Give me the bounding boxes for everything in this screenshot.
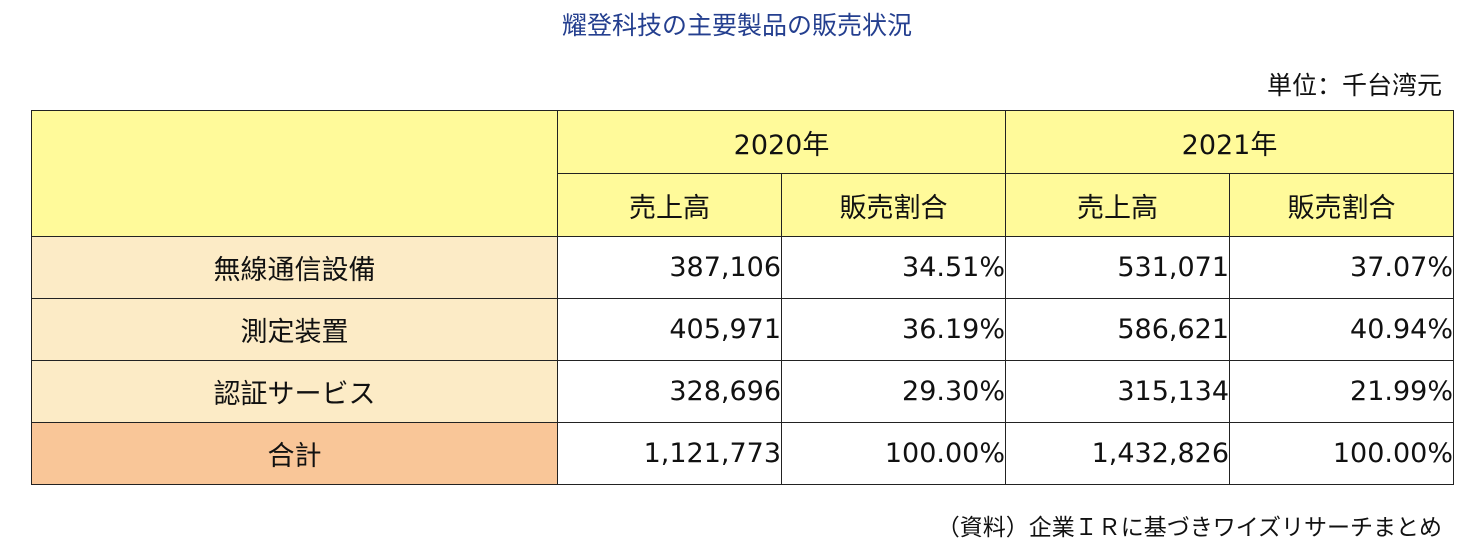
unit-label: 単位：千台湾元 — [1266, 71, 1442, 100]
year-header-2020: 2020年 — [557, 110, 1006, 174]
table-row: 無線通信設備 387,106 34.51% 531,071 37.07% — [31, 236, 1454, 299]
year-header-2021: 2021年 — [1005, 110, 1454, 174]
header-row-years: 2020年 2021年 — [31, 110, 1454, 237]
sales-table: 2020年 2021年 売上高 販売割合 売上高 販売割合 無線通信設備 387… — [31, 110, 1454, 485]
source-note: （資料）企業ＩＲに基づきワイズリサーチまとめ — [936, 515, 1442, 541]
table-row: 認証サービス 328,696 29.30% 315,134 21.99% — [31, 360, 1454, 423]
cell-sales-2020: 328,696 — [557, 360, 782, 423]
total-sales-2021: 1,432,826 — [1005, 422, 1230, 485]
cell-sales-2020: 405,971 — [557, 298, 782, 361]
row-label: 認証サービス — [31, 360, 558, 423]
subheader-share-2021: 販売割合 — [1229, 173, 1454, 237]
total-share-2020: 100.00% — [781, 422, 1006, 485]
cell-share-2021: 40.94% — [1229, 298, 1454, 361]
total-sales-2020: 1,121,773 — [557, 422, 782, 485]
row-label: 無線通信設備 — [31, 236, 558, 299]
total-row: 合計 1,121,773 100.00% 1,432,826 100.00% — [31, 422, 1454, 485]
cell-share-2020: 29.30% — [781, 360, 1006, 423]
cell-share-2020: 36.19% — [781, 298, 1006, 361]
chart-title: 耀登科技の主要製品の販売状況 — [561, 11, 912, 40]
cell-sales-2021: 531,071 — [1005, 236, 1230, 299]
subheader-sales-2020: 売上高 — [557, 173, 782, 237]
total-share-2021: 100.00% — [1229, 422, 1454, 485]
table-row: 測定装置 405,971 36.19% 586,621 40.94% — [31, 298, 1454, 361]
subheader-share-2020: 販売割合 — [781, 173, 1006, 237]
corner-header-cell — [31, 110, 558, 237]
cell-sales-2021: 315,134 — [1005, 360, 1230, 423]
cell-sales-2021: 586,621 — [1005, 298, 1230, 361]
total-label: 合計 — [31, 422, 558, 485]
cell-share-2020: 34.51% — [781, 236, 1006, 299]
subheader-sales-2021: 売上高 — [1005, 173, 1230, 237]
header-row-metrics: 売上高 販売割合 売上高 販売割合 — [32, 173, 1454, 237]
cell-share-2021: 37.07% — [1229, 236, 1454, 299]
cell-sales-2020: 387,106 — [557, 236, 782, 299]
cell-share-2021: 21.99% — [1229, 360, 1454, 423]
row-label: 測定装置 — [31, 298, 558, 361]
